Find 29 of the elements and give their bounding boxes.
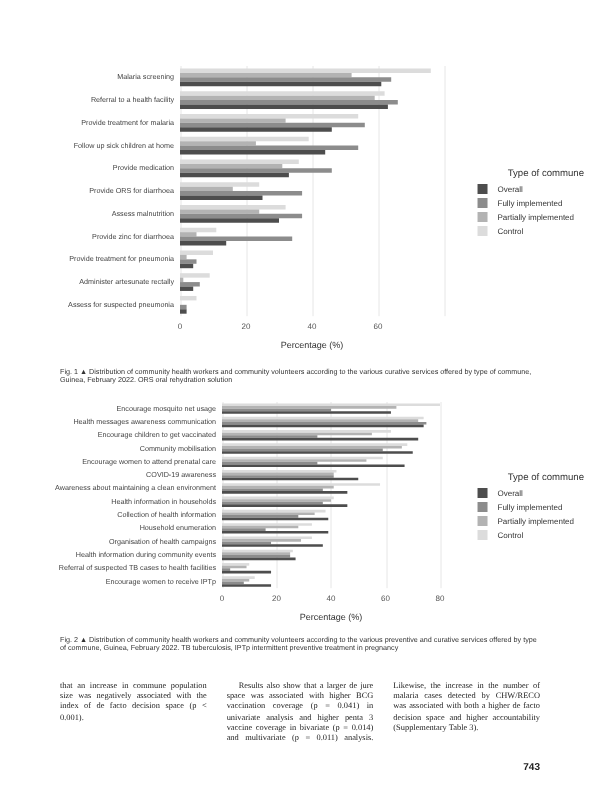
bar: [180, 77, 392, 82]
bar: [180, 304, 187, 310]
bar: [180, 195, 263, 200]
bar: [180, 241, 227, 246]
bar: [180, 191, 303, 196]
bar: [180, 213, 303, 219]
bar: [180, 141, 256, 146]
bar: [180, 232, 197, 237]
bar: [180, 127, 332, 132]
bar: [180, 172, 289, 178]
bar: [180, 118, 286, 123]
bar: [180, 122, 365, 128]
bar: [180, 186, 233, 192]
bar: [180, 81, 382, 87]
bar: [180, 218, 279, 223]
bar: [180, 168, 332, 173]
bar: [180, 100, 398, 105]
bar: [180, 282, 200, 287]
bar: [180, 254, 187, 260]
bar: [180, 72, 352, 78]
bar: [180, 163, 283, 169]
bar: [180, 259, 197, 264]
bar: [180, 145, 359, 151]
bar: [180, 236, 293, 242]
bar: [180, 309, 187, 314]
bar: [180, 95, 375, 101]
bar: [180, 150, 326, 155]
bar: [180, 104, 388, 109]
bar: [180, 209, 260, 214]
